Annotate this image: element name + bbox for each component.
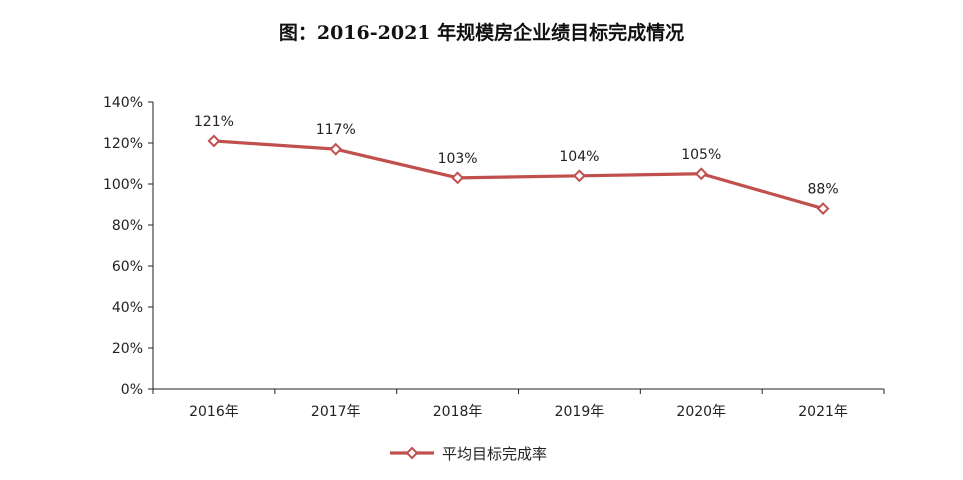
y-tick-label: 120%: [103, 136, 143, 152]
x-tick-label: 2019年: [555, 404, 605, 420]
legend: 平均目标完成率: [390, 445, 547, 463]
data-point-marker: [207, 134, 221, 148]
x-tick-label: 2017年: [311, 404, 361, 420]
data-point-marker: [329, 142, 343, 156]
y-tick-label: 60%: [112, 259, 143, 275]
data-point-marker: [451, 171, 464, 185]
data-label: 103%: [438, 151, 478, 167]
legend-label: 平均目标完成率: [442, 445, 547, 463]
data-point-marker: [816, 202, 830, 216]
data-label: 104%: [559, 149, 599, 165]
data-label: 117%: [316, 122, 356, 138]
axes: 0% 20% 40% 60% 80% 100% 120% 140% 2016年 2017年 2018…: [103, 95, 885, 420]
y-tick-label: 140%: [103, 95, 143, 111]
x-tick-label: 2016年: [189, 404, 239, 420]
y-tick-label: 80%: [112, 218, 143, 234]
x-tick-label: 2020年: [676, 404, 726, 420]
y-tick-label: 0%: [121, 382, 143, 398]
data-label: 121%: [194, 114, 234, 130]
x-tick-label: 2018年: [433, 404, 483, 420]
series-line: [212, 139, 825, 211]
y-tick-label: 40%: [112, 300, 143, 316]
data-labels: 121% 117% 103% 104% 105% 88%: [194, 114, 839, 198]
y-tick-label: 100%: [103, 177, 143, 193]
y-tick-label: 20%: [112, 341, 143, 357]
data-point-marker: [573, 169, 586, 183]
data-label: 105%: [681, 147, 721, 163]
data-label: 88%: [808, 182, 839, 198]
chart-title: 图：2016-2021 年规模房企业绩目标完成情况: [278, 22, 685, 44]
x-tick-label: 2021年: [798, 404, 848, 420]
legend-marker-swatch: [405, 446, 419, 460]
series-layer: [207, 134, 830, 216]
data-point-marker: [694, 167, 708, 181]
